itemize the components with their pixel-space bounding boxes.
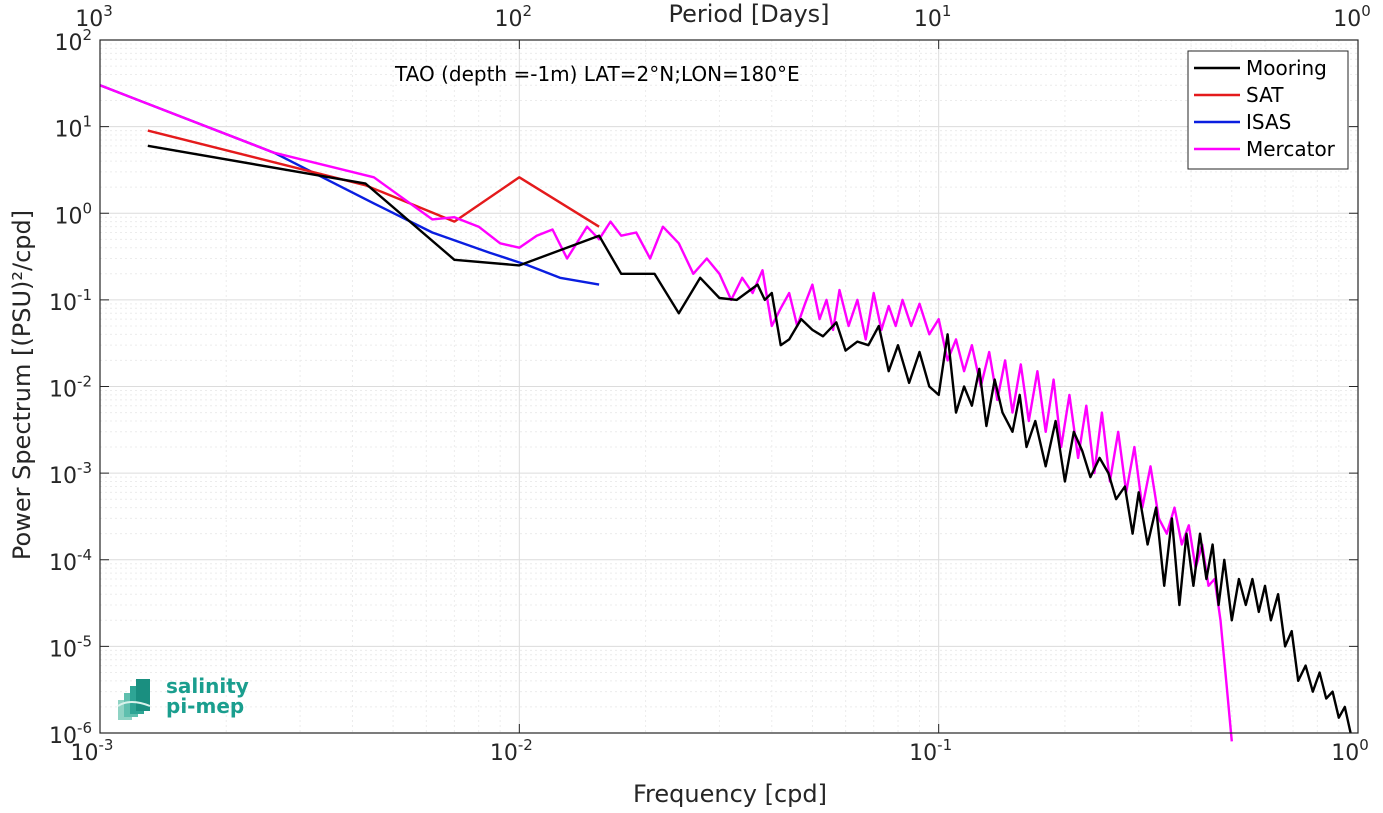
x-tick-label: 10-2 [490, 736, 533, 766]
y-tick-label: 102 [54, 26, 92, 56]
top-tick-label: 100 [1333, 2, 1371, 32]
y-tick-label: 100 [54, 199, 92, 229]
x-axis-title: Frequency [cpd] [633, 780, 827, 808]
y-tick-label: 10-3 [49, 459, 92, 489]
series-layer [99, 84, 1352, 742]
legend-label-mooring: Mooring [1246, 56, 1327, 80]
legend-items: Mooring SAT ISAS Mercator [1194, 56, 1336, 161]
logo-line1: salinity [166, 674, 249, 698]
series-line-mercator [99, 84, 1233, 742]
top-tick-label: 102 [495, 2, 533, 32]
legend-label-isas: ISAS [1246, 110, 1291, 134]
series-line-sat [147, 129, 600, 228]
y-tick-label: 10-6 [49, 719, 92, 749]
top-tick-label: 103 [75, 2, 113, 32]
x-tick-label: 10-3 [71, 736, 114, 766]
y-tick-label: 10-5 [49, 632, 92, 662]
x-tick-label: 10-1 [909, 736, 952, 766]
legend: Mooring SAT ISAS Mercator [1187, 50, 1349, 170]
series-line-isas [99, 84, 600, 286]
x-tick-label: 100 [1331, 736, 1369, 766]
legend-label-sat: SAT [1246, 83, 1284, 107]
y-tick-label: 10-2 [49, 373, 92, 403]
logo-line2: pi-mep [166, 694, 244, 718]
y-tick-label: 101 [54, 113, 92, 143]
chart-annotation: TAO (depth =-1m) LAT=2°N;LON=180°E [394, 62, 800, 86]
salinity-pi-mep-logo: salinity pi-mep [117, 674, 249, 720]
y-tick-label: 10-4 [49, 546, 92, 576]
y-tick-label: 10-1 [49, 286, 92, 316]
series-line-mooring [147, 144, 1352, 734]
y-axis-title: Power Spectrum [(PSU)²/cpd] [8, 210, 36, 560]
top-axis-title: Period [Days] [668, 0, 829, 28]
logo-mark [117, 679, 151, 720]
legend-label-mercator: Mercator [1246, 137, 1336, 161]
top-tick-label: 101 [914, 2, 952, 32]
